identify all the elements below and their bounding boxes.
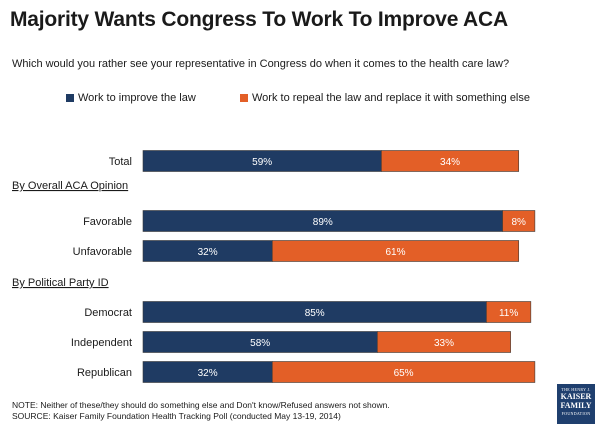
value-label-democrat-repeal: 11%	[499, 308, 518, 319]
bar-independent-repeal	[377, 331, 511, 353]
footnote-note: NOTE: Neither of these/they should do so…	[12, 400, 390, 410]
category-label-independent: Independent	[71, 337, 132, 349]
kff-logo: THE HENRY J. KAISER FAMILY FOUNDATION	[557, 384, 595, 424]
category-label-republican: Republican	[77, 367, 132, 379]
footnote-source: SOURCE: Kaiser Family Foundation Health …	[12, 411, 341, 421]
category-label-democrat: Democrat	[84, 307, 132, 319]
value-label-democrat-improve: 85%	[305, 308, 325, 319]
bar-republican-repeal	[271, 361, 536, 383]
value-label-unfavorable-improve: 32%	[198, 247, 218, 258]
logo-line-3: FAMILY	[560, 401, 592, 410]
category-label-favorable: Favorable	[83, 216, 132, 228]
logo-line-2: KAISER	[560, 392, 592, 401]
value-label-independent-improve: 58%	[250, 338, 270, 349]
value-label-unfavorable-repeal: 61%	[385, 247, 405, 258]
legend-swatch-improve	[66, 94, 74, 102]
legend-swatch-repeal	[240, 94, 248, 102]
value-label-favorable-improve: 89%	[313, 217, 333, 228]
legend-label-repeal: Work to repeal the law and replace it wi…	[252, 92, 530, 104]
chart-subtitle: Which would you rather see your represen…	[12, 58, 510, 70]
value-label-favorable-repeal: 8%	[511, 217, 526, 228]
logo-line-4: FOUNDATION	[561, 411, 591, 416]
value-label-republican-repeal: 65%	[394, 368, 414, 379]
value-label-total-improve: 59%	[252, 157, 272, 168]
legend-item-repeal: Work to repeal the law and replace it wi…	[240, 92, 530, 104]
bar-chart: Total 59% 34% By Overall ACA Opinion Favorab…	[12, 150, 536, 383]
group-header-by-political-party-id: By Political Party ID	[12, 277, 109, 289]
legend: Work to improve the law Work to repeal t…	[0, 92, 600, 106]
category-label-unfavorable: Unfavorable	[73, 246, 132, 258]
legend-item-improve: Work to improve the law	[66, 92, 196, 104]
bar-total-repeal	[381, 150, 520, 172]
chart-title: Majority Wants Congress To Work To Impro…	[10, 8, 508, 31]
value-label-independent-repeal: 33%	[434, 338, 454, 349]
bar-unfavorable-repeal	[271, 240, 520, 262]
value-label-total-repeal: 34%	[440, 157, 460, 168]
legend-label-improve: Work to improve the law	[78, 92, 196, 104]
logo-line-1: THE HENRY J.	[561, 387, 591, 392]
footnote: NOTE: Neither of these/they should do so…	[12, 400, 390, 422]
group-header-by-overall-aca-opinion: By Overall ACA Opinion	[12, 180, 128, 192]
bar-democrat-repeal	[486, 301, 532, 323]
value-label-republican-improve: 32%	[198, 368, 218, 379]
category-label-total: Total	[109, 156, 132, 168]
bar-favorable-repeal	[502, 210, 536, 232]
